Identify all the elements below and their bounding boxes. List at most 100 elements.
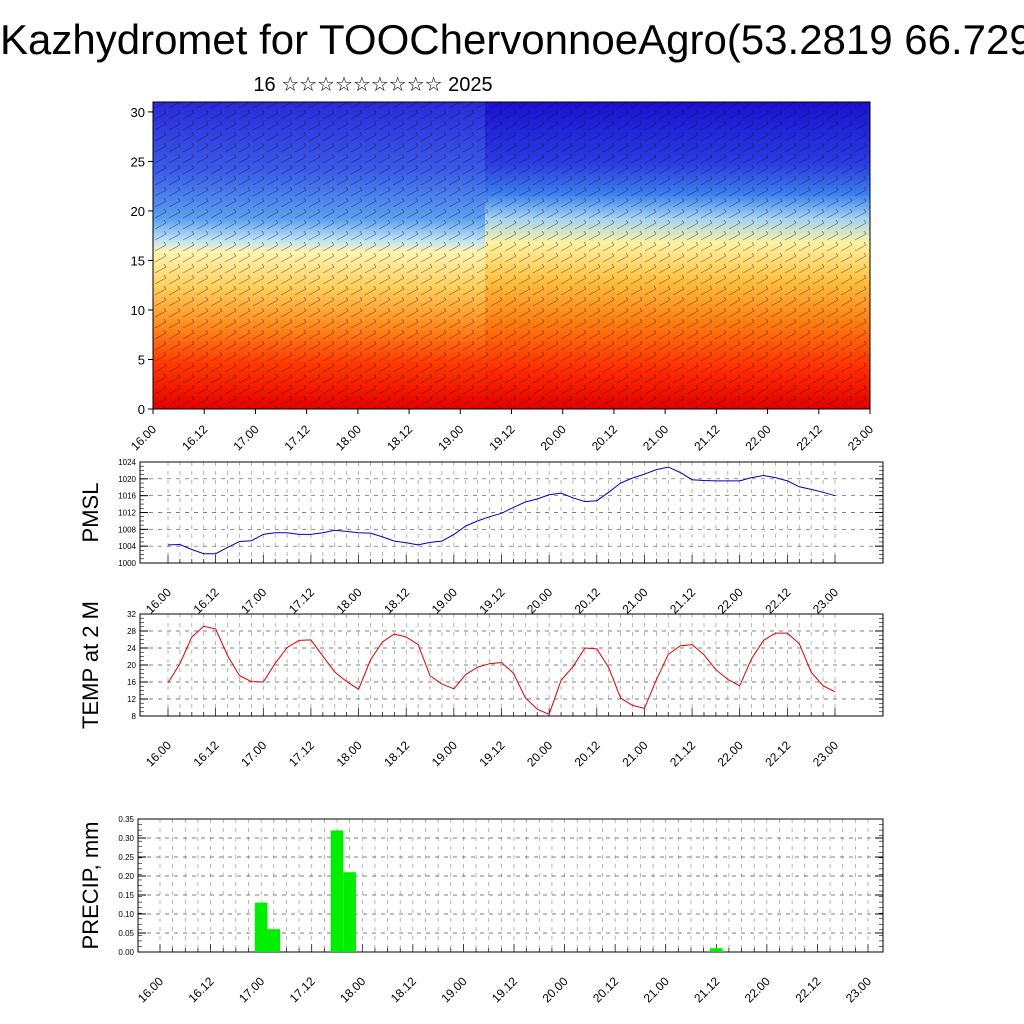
pmsl-x-tick-label: 23.00 bbox=[810, 585, 841, 616]
pmsl-x-tick-label: 18.12 bbox=[381, 585, 412, 616]
y-tick-label: 5 bbox=[138, 352, 145, 367]
precip-y-tick-label: 0.35 bbox=[118, 815, 134, 824]
precip-y-tick-label: 0.15 bbox=[118, 891, 134, 900]
precip-x-tick-label: 21.00 bbox=[641, 974, 672, 1005]
temp-y-tick-label: 8 bbox=[132, 712, 137, 721]
temp-x-tick-label: 21.00 bbox=[619, 738, 650, 769]
pmsl-y-axis-label: PMSL bbox=[78, 483, 103, 543]
pmsl-x-tick-label: 22.00 bbox=[715, 585, 746, 616]
precip-bar bbox=[343, 872, 356, 952]
pmsl-y-tick-label: 1012 bbox=[118, 509, 136, 518]
pmsl-x-tick-label: 16.12 bbox=[191, 585, 222, 616]
cross-section-panel: 0 5 10 15 20 25 30 16.00 16.12 17.00 17.12 18.00 18.… bbox=[128, 101, 876, 453]
precip-x-tick-label: 19.12 bbox=[489, 974, 520, 1005]
temp-x-tick-label: 18.00 bbox=[334, 738, 365, 769]
cross-section-x-tick-label: 21.00 bbox=[640, 422, 671, 453]
precip-x-tick-label: 16.12 bbox=[186, 974, 217, 1005]
temp-y-axis-label: TEMP at 2 M bbox=[78, 601, 103, 729]
cross-section-x-tick-label: 18.00 bbox=[333, 422, 364, 453]
cross-section-x-tick-label: 20.12 bbox=[589, 422, 620, 453]
precip-x-tick-label: 21.12 bbox=[691, 974, 722, 1005]
precip-x-tick-label: 19.00 bbox=[438, 974, 469, 1005]
cross-section-x-tick-label: 23.00 bbox=[845, 422, 876, 453]
temp-x-tick-label: 17.12 bbox=[286, 738, 317, 769]
precip-x-tick-label: 23.00 bbox=[843, 974, 874, 1005]
temp-x-tick-label: 21.12 bbox=[667, 738, 698, 769]
precip-y-tick-label: 0.25 bbox=[118, 853, 134, 862]
temp-x-tick-label: 19.00 bbox=[429, 738, 460, 769]
precip-y-tick-label: 0.20 bbox=[118, 872, 134, 881]
temp-x-tick-label: 16.12 bbox=[191, 738, 222, 769]
pmsl-x-tick-label: 17.00 bbox=[238, 585, 269, 616]
cross-section-x-tick-label: 16.00 bbox=[128, 422, 159, 453]
precip-y-tick-label: 0.00 bbox=[118, 948, 134, 957]
cross-section-x-tick-label: 16.12 bbox=[179, 422, 210, 453]
cross-section-x-tick-label: 19.00 bbox=[435, 422, 466, 453]
cross-section-x-tick-label: 22.12 bbox=[794, 422, 825, 453]
temp-series-line bbox=[167, 625, 836, 715]
y-tick-label: 10 bbox=[131, 303, 145, 318]
y-tick-label: 25 bbox=[131, 154, 145, 169]
precip-x-tick-label: 22.12 bbox=[792, 974, 823, 1005]
pmsl-y-tick-label: 1004 bbox=[118, 542, 136, 551]
cross-section-x-tick-label: 22.00 bbox=[743, 422, 774, 453]
pmsl-x-tick-label: 19.12 bbox=[476, 585, 507, 616]
temp-y-tick-label: 12 bbox=[127, 695, 136, 704]
pmsl-panel: 1000 1004 1008 1012 1016 1020 1024 PMSL 16.00 16.… bbox=[78, 458, 884, 616]
cross-section-x-tick-label: 19.12 bbox=[486, 422, 517, 453]
pmsl-y-tick-label: 1024 bbox=[118, 458, 136, 467]
precip-x-tick-label: 18.12 bbox=[388, 974, 419, 1005]
temp-y-tick-label: 28 bbox=[127, 627, 136, 636]
temp-y-tick-label: 16 bbox=[127, 678, 136, 687]
pmsl-y-tick-label: 1000 bbox=[118, 559, 136, 568]
pmsl-series-line bbox=[167, 466, 836, 555]
pmsl-x-tick-label: 22.12 bbox=[762, 585, 793, 616]
precip-y-tick-label: 0.05 bbox=[118, 929, 134, 938]
precip-y-tick-label: 0.30 bbox=[118, 834, 134, 843]
precip-panel: 0.00 0.05 0.10 0.15 0.20 0.25 0.30 0.35 PRECIP, … bbox=[78, 815, 884, 1005]
precip-bar bbox=[267, 929, 281, 952]
precip-x-tick-label: 20.12 bbox=[590, 974, 621, 1005]
precip-y-axis-label: PRECIP, mm bbox=[78, 822, 103, 950]
pmsl-y-tick-label: 1016 bbox=[118, 492, 136, 501]
cross-section-x-tick-label: 17.00 bbox=[230, 422, 261, 453]
temp-panel: 8 12 16 20 24 28 32 TEMP at 2 M 16.00 16.12 17.00 1… bbox=[78, 601, 884, 769]
temp-x-tick-label: 22.12 bbox=[762, 738, 793, 769]
precip-bar bbox=[254, 902, 268, 952]
cross-section-x-tick-label: 21.12 bbox=[691, 422, 722, 453]
y-tick-label: 30 bbox=[131, 105, 145, 120]
temp-x-tick-label: 18.12 bbox=[381, 738, 412, 769]
cross-section-x-tick-label: 20.00 bbox=[538, 422, 569, 453]
temp-x-tick-label: 20.12 bbox=[572, 738, 603, 769]
temp-x-tick-label: 22.00 bbox=[715, 738, 746, 769]
y-tick-label: 0 bbox=[138, 402, 145, 417]
pmsl-x-tick-label: 21.00 bbox=[619, 585, 650, 616]
temp-x-tick-label: 16.00 bbox=[143, 738, 174, 769]
precip-x-tick-label: 17.12 bbox=[287, 974, 318, 1005]
temp-x-tick-label: 19.12 bbox=[476, 738, 507, 769]
y-tick-label: 15 bbox=[131, 253, 145, 268]
temp-x-tick-label: 20.00 bbox=[524, 738, 555, 769]
temp-x-tick-label: 17.00 bbox=[238, 738, 269, 769]
precip-frame bbox=[137, 818, 884, 953]
wind-barbs bbox=[153, 102, 870, 409]
pmsl-x-tick-label: 20.12 bbox=[572, 585, 603, 616]
pmsl-x-tick-label: 18.00 bbox=[334, 585, 365, 616]
pmsl-x-tick-label: 20.00 bbox=[524, 585, 555, 616]
precip-x-tick-label: 18.00 bbox=[337, 974, 368, 1005]
pmsl-y-tick-label: 1008 bbox=[118, 525, 136, 534]
temp-y-tick-label: 20 bbox=[127, 661, 136, 670]
chart-subtitle: 16 ☆☆☆☆☆☆☆☆☆ 2025 bbox=[253, 74, 493, 96]
precip-x-tick-label: 16.00 bbox=[135, 974, 166, 1005]
chart-title: Kazhydromet for TOOChervonnoeAgro(53.281… bbox=[0, 16, 1024, 63]
pmsl-x-tick-label: 19.00 bbox=[429, 585, 460, 616]
cross-section-x-tick-label: 17.12 bbox=[282, 422, 313, 453]
cross-section-x-tick-label: 18.12 bbox=[384, 422, 415, 453]
precip-x-tick-label: 20.00 bbox=[540, 974, 571, 1005]
temp-y-tick-label: 32 bbox=[127, 610, 136, 619]
precip-bar bbox=[330, 830, 344, 952]
precip-bar bbox=[709, 948, 723, 952]
pmsl-y-tick-label: 1020 bbox=[118, 475, 136, 484]
temp-y-tick-label: 24 bbox=[127, 644, 136, 653]
